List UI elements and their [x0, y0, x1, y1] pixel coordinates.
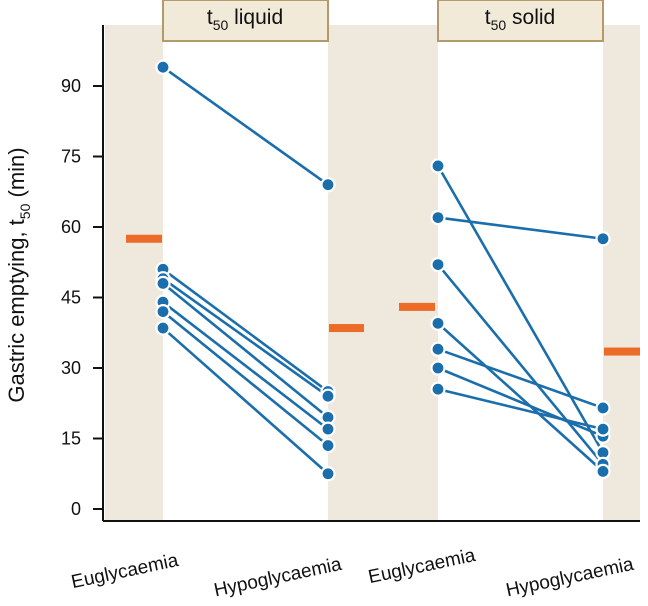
- data-points: [155, 59, 611, 482]
- y-axis-title: Gastric emptying, t50 (min): [4, 147, 33, 402]
- y-axis-title-unit: (min): [4, 147, 29, 203]
- pair-line-p1-5: [437, 366, 604, 438]
- y-tick-label-90: 90: [61, 76, 81, 96]
- y-tick-label-15: 15: [61, 429, 81, 449]
- mean-bars: [126, 234, 640, 356]
- pair-line-p1-2: [436, 263, 605, 466]
- point-p1-eu-4: [430, 341, 446, 357]
- y-tick-label-0: 0: [71, 499, 81, 519]
- pair-line-p0-2: [162, 277, 329, 398]
- category-label-1: Hypoglycaemia: [212, 554, 344, 602]
- point-p1-eu-2: [430, 257, 446, 273]
- mean-bar-p1-1: [604, 347, 640, 356]
- band-hypoglycaemia-solid: [603, 25, 640, 521]
- point-p0-hypo-0: [320, 177, 336, 193]
- panel-title-box-0: [162, 0, 329, 42]
- panel-title-main: t: [485, 6, 491, 29]
- pair-line-p0-5: [162, 310, 329, 447]
- panel-title-sub: 50: [491, 17, 507, 33]
- point-p0-hypo-4: [320, 421, 336, 437]
- background-bands: [105, 25, 640, 521]
- pair-line-p0-6: [162, 327, 329, 475]
- y-tick-label-60: 60: [61, 217, 81, 237]
- point-p1-hypo-4: [595, 400, 611, 416]
- category-label-0: Euglycaemia: [69, 550, 180, 593]
- pair-line-p0-3: [162, 282, 329, 419]
- point-p0-hypo-5: [320, 437, 336, 454]
- point-p1-eu-5: [430, 360, 446, 376]
- pair-line-p1-4: [437, 347, 604, 410]
- pair-line-p1-6: [437, 387, 604, 431]
- panel-title-rest: solid: [506, 6, 555, 29]
- category-label-3: Hypoglycaemia: [504, 554, 636, 602]
- pair-line-p1-3: [437, 322, 604, 473]
- panel-title-rest: liquid: [228, 6, 283, 29]
- y-tick-label-75: 75: [61, 147, 81, 167]
- mean-bar-p0-1: [329, 324, 364, 333]
- pair-line-p0-4: [162, 301, 329, 431]
- band-hypo-liquid-eu-solid: [328, 25, 438, 521]
- panel-titles: t50 liquid t50 solid: [162, 0, 604, 42]
- y-tick-label-45: 45: [61, 288, 81, 308]
- point-p0-eu-5: [155, 304, 171, 320]
- panel-title-box-1: [437, 0, 604, 42]
- point-p0-hypo-6: [320, 466, 336, 482]
- panel-title-1: t50 solid: [485, 6, 555, 33]
- panel-title-main: t: [207, 6, 213, 29]
- point-p1-hypo-3: [595, 463, 611, 479]
- category-labels: Euglycaemia Hypoglycaemia Euglycaemia Hypog…: [69, 545, 636, 601]
- point-p0-eu-0: [155, 59, 171, 75]
- point-p1-eu-3: [430, 315, 446, 331]
- point-p1-hypo-6: [595, 421, 611, 437]
- band-euglycaemia-liquid: [105, 25, 163, 521]
- y-axis-title-main: Gastric emptying, t: [4, 219, 29, 402]
- point-p1-eu-6: [430, 381, 446, 397]
- y-axis-title-sub: 50: [17, 203, 33, 219]
- point-p0-hypo-2: [320, 388, 336, 404]
- pair-line-p1-0: [436, 165, 605, 454]
- panel-title-0: t50 liquid: [207, 6, 283, 33]
- pair-line-p0-0: [162, 66, 329, 186]
- pair-line-p0-1: [162, 268, 329, 393]
- point-p0-eu-3: [155, 275, 171, 291]
- mean-bar-p1-0: [399, 302, 435, 311]
- paired-lines: [162, 66, 605, 475]
- y-tick-label-30: 30: [61, 358, 81, 378]
- mean-bar-p0-0: [126, 234, 162, 243]
- point-p1-eu-0: [430, 158, 446, 174]
- pair-line-p1-1: [437, 216, 604, 241]
- point-p1-eu-1: [430, 210, 446, 226]
- y-ticks: 0 15 30 45 60 75 90: [61, 76, 103, 519]
- point-p1-hypo-1: [595, 231, 611, 247]
- category-label-2: Euglycaemia: [366, 545, 477, 588]
- point-p0-eu-6: [155, 320, 171, 336]
- panel-title-sub: 50: [213, 17, 229, 33]
